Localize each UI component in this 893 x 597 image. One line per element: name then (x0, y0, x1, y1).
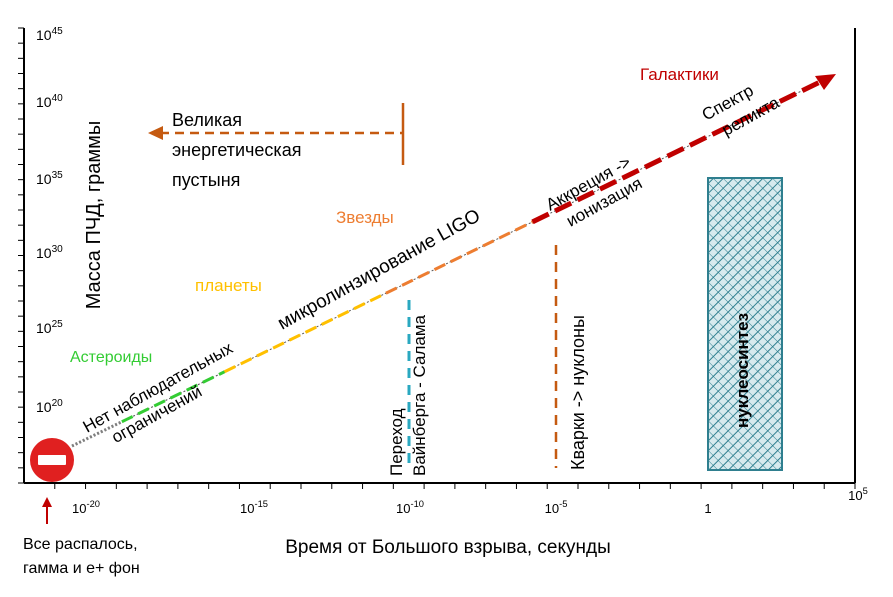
tick-label: 1045 (36, 26, 63, 43)
tick-label: 1025 (36, 319, 63, 336)
x-tick-labels: 10-20 10-15 10-10 10-5 1 105 (72, 486, 868, 516)
tick-label: 1020 (36, 398, 63, 415)
nucleosynthesis-label: нуклеосинтез (733, 313, 752, 428)
tick-label: 1030 (36, 244, 63, 261)
decay-note: Все распалось, гамма и e+ фон (23, 536, 142, 577)
weinberg-salam-label: Переход Вайнберга - Салама (387, 314, 429, 476)
main-line-segment (531, 79, 822, 225)
y-tick-labels: 1020 1025 1030 1035 1040 1045 (36, 26, 63, 415)
tick-label: 105 (848, 486, 868, 503)
tick-label: 10-10 (396, 499, 424, 516)
tick-label: 1035 (36, 170, 63, 187)
main-line-segment (71, 420, 123, 448)
tick-label: 10-20 (72, 499, 100, 516)
accretion-label: Аккреция -> ионизация (543, 150, 650, 235)
main-line-segment (223, 291, 387, 374)
nucleosynthesis-box-crosshatch (708, 178, 782, 470)
galaxies-label: Галактики (640, 65, 719, 84)
axis-ticks (18, 27, 856, 489)
tick-label: 1040 (36, 93, 63, 110)
tick-label: 1 (704, 501, 711, 516)
y-axis-title: Масса ПЧД, граммы (83, 121, 105, 309)
planets-label: планеты (195, 276, 262, 295)
no-entry-icon (30, 438, 74, 482)
main-line-segment (385, 220, 534, 295)
tick-label: 10-5 (545, 499, 568, 516)
x-axis-title: Время от Большого взрыва, секунды (285, 537, 611, 558)
decay-arrowhead (42, 497, 52, 507)
asteroids-label: Астероиды (70, 349, 152, 366)
mass-time-line (71, 79, 822, 448)
tick-label: 10-15 (240, 499, 268, 516)
quarks-nucleons-label: Кварки -> нуклоны (568, 315, 588, 470)
main-line-segment (121, 370, 226, 424)
desert-label: Великая энергетическая пустыня (172, 110, 306, 190)
galaxies-arrowhead (815, 74, 836, 90)
stars-label: Звезды (336, 208, 394, 227)
desert-arrowhead (148, 126, 163, 140)
